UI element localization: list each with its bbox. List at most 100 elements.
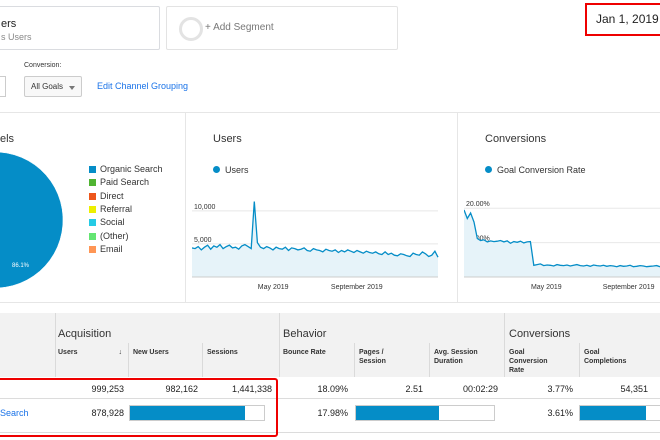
column-separator [504,313,505,377]
group-behavior: Behavior [283,328,327,340]
channels-pie-chart: 86.1% [0,151,64,289]
legend-label: Organic Search [100,164,163,174]
legend-item: Referral [89,204,132,214]
sort-arrow-icon: ↓ [118,349,123,356]
col-bounce-rate[interactable]: Bounce Rate [283,349,326,356]
legend-label: Paid Search [100,177,150,188]
legend-item: (Other) [89,231,129,241]
pie-slice-organic-search[interactable] [0,151,64,289]
col-pages-per-session[interactable]: Pages / Session [359,349,386,365]
column-separator [354,343,355,377]
x-tick-label: September 2019 [603,284,655,291]
channels-panel-title: els [0,133,15,145]
legend-label: Direct [100,190,124,201]
x-tick-label: May 2019 [258,284,289,291]
row-bounce-rate: 17.98% [317,408,348,418]
total-pages-per-session: 2.51 [405,384,423,394]
users-series-legend: Users [213,165,249,175]
users-panel-title: Users [213,133,242,145]
row-users: 878,928 [91,408,124,418]
group-conversions: Conversions [509,328,571,340]
segment-title: ers [1,18,17,30]
conversions-series-legend: Goal Conversion Rate [485,165,586,175]
total-avg-duration: 00:02:29 [462,384,498,394]
total-new-users: 982,162 [165,384,198,394]
legend-swatch [89,179,96,187]
col-goal-conversion-rate[interactable]: Goal Conversion Rate [509,349,548,374]
section-divider [0,112,660,113]
series-dot-icon [485,166,492,173]
total-bounce-rate: 18.09% [317,384,348,394]
col-sessions[interactable]: Sessions [207,349,238,356]
legend-label: Referral [100,203,133,214]
legend-label: Email [100,243,123,254]
y-tick-label: 5,000 [194,237,212,244]
goal-select-value: All Goals [31,82,64,91]
legend-item: Paid Search [89,177,149,187]
row-divider [0,398,660,399]
total-completions: 54,351 [620,384,648,394]
legend-swatch [89,219,96,227]
partial-dropdown[interactable] [0,76,6,97]
segment-card-all-users[interactable]: ers s Users [0,6,160,50]
group-acquisition: Acquisition [58,328,112,340]
row-conv-rate: 3.61% [547,408,573,418]
highlight-box [0,378,278,437]
total-conv-rate: 3.77% [547,384,573,394]
column-separator [579,343,580,377]
pages-session-bar [355,405,495,421]
date-range-text: Jan 1, 2019 - D [596,12,660,26]
table-header [0,313,660,377]
column-separator [279,313,280,377]
column-separator [128,343,129,377]
pages-session-bar-fill [356,406,439,420]
legend-label: (Other) [100,230,129,241]
legend-swatch [89,166,96,173]
row-divider [0,432,660,433]
col-goal-completions[interactable]: Goal Completions [584,349,627,365]
edit-channel-grouping-link[interactable]: Edit Channel Grouping [97,81,189,91]
column-separator [429,343,430,377]
chevron-down-icon [69,86,75,90]
add-segment-label: + Add Segment [205,22,274,33]
panel-divider [185,112,186,302]
total-sessions: 1,441,338 [231,384,272,394]
series-dot-icon [213,166,220,173]
section-divider [0,302,660,303]
legend-item: Email [89,244,123,254]
col-users[interactable]: Users ↓ [58,349,123,356]
series-area [464,209,660,277]
x-tick-label: May 2019 [531,284,562,291]
legend-swatch [89,205,96,213]
y-tick-label: 10,000 [194,204,216,211]
series-line [464,209,660,268]
legend-item: Social [89,217,125,227]
conversion-label: Conversion: [24,62,62,69]
legend-swatch [89,192,96,200]
total-users: 999,253 [91,384,124,394]
legend-swatch [89,245,96,253]
completions-bar [579,405,660,421]
legend-item: Direct [89,191,124,201]
legend-label: Social [100,217,125,228]
conversions-panel-title: Conversions [485,133,547,145]
new-users-bar-fill [130,406,246,420]
add-segment-button[interactable]: + Add Segment [166,6,398,50]
col-avg-session-duration[interactable]: Avg. Session Duration [434,349,478,365]
segment-subtitle: s Users [1,32,32,42]
column-separator [202,343,203,377]
completions-bar-fill [580,406,647,420]
pie-percent-label: 86.1% [12,263,30,269]
x-tick-label: September 2019 [331,284,383,291]
date-range-picker[interactable]: Jan 1, 2019 - D [585,3,660,36]
column-separator [55,313,56,377]
goal-select[interactable]: All Goals [24,76,82,97]
series-line [192,201,439,258]
add-segment-circle-icon [179,17,203,41]
col-new-users[interactable]: New Users [133,349,169,356]
legend-item: Organic Search [89,164,163,174]
legend-swatch [89,232,96,240]
row-channel-link[interactable]: Search [0,408,29,418]
y-tick-label: 20.00% [466,201,490,208]
